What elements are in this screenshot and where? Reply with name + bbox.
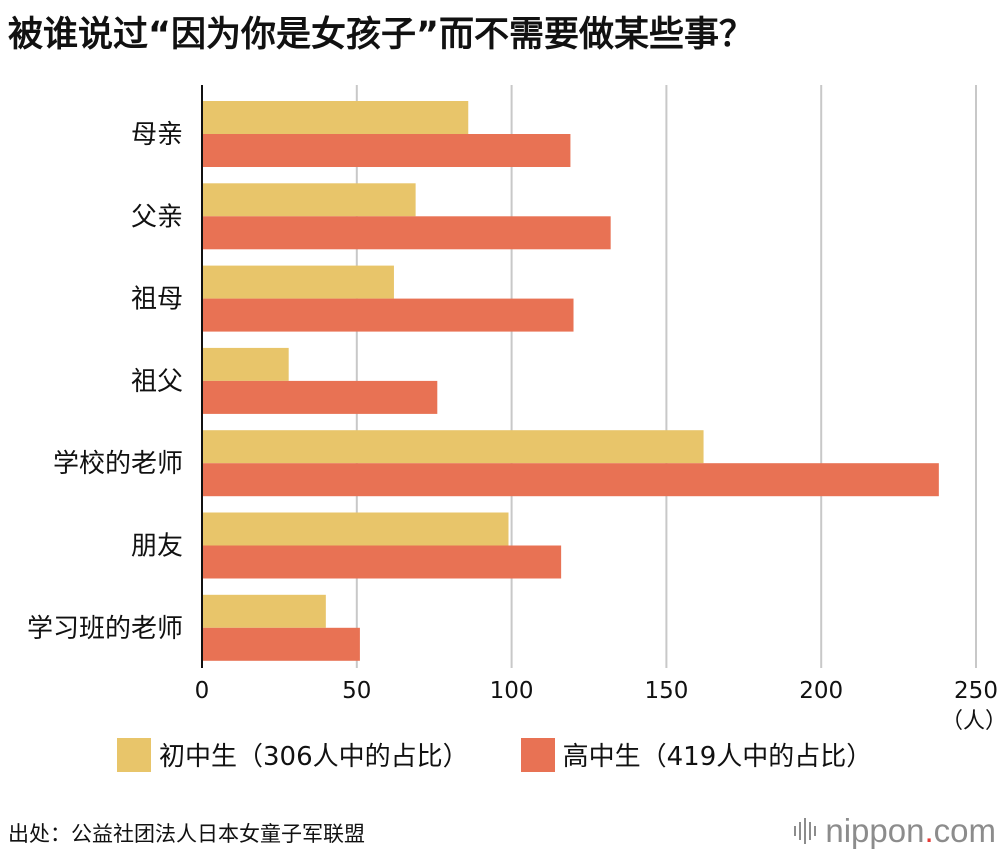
- source-note: 出处：公益社团法人日本女童子军联盟: [8, 822, 365, 846]
- x-tick-label: 100: [490, 678, 534, 704]
- nippon-logo: nippon. com: [794, 812, 996, 850]
- logo-dot: .: [924, 812, 934, 849]
- category-label: 学校的老师: [53, 449, 183, 479]
- logo-tld: com: [933, 812, 996, 849]
- bar-junior-4: [202, 430, 704, 464]
- legend-label-senior: 高中生（419人中的占比）: [562, 742, 873, 772]
- category-label: 朋友: [131, 532, 183, 562]
- bar-senior-4: [202, 463, 939, 497]
- legend-label-junior: 初中生（306人中的占比）: [159, 742, 469, 772]
- bar-junior-2: [202, 265, 394, 299]
- chart-title: 被谁说过“因为你是女孩子”而不需要做某些事？: [8, 15, 755, 55]
- x-tick-label: 250: [954, 678, 998, 704]
- bar-senior-2: [202, 298, 574, 332]
- category-label: 祖母: [131, 285, 183, 315]
- category-label: 学习班的老师: [27, 614, 183, 644]
- legend: 初中生（306人中的占比） 高中生（419人中的占比）: [117, 736, 924, 773]
- bars: [202, 101, 939, 661]
- bar-junior-6: [202, 594, 326, 628]
- x-tick-label: 200: [799, 678, 843, 704]
- grid-lines: [355, 85, 977, 668]
- category-label: 祖父: [131, 367, 183, 397]
- bar-senior-3: [202, 380, 438, 414]
- logo-bars-icon: [794, 816, 819, 846]
- legend-swatch-senior: [520, 737, 555, 772]
- bar-junior-5: [202, 512, 509, 546]
- category-label: 母亲: [131, 120, 183, 150]
- x-tick-label: 150: [644, 678, 688, 704]
- category-label: 父亲: [131, 202, 183, 232]
- legend-item-junior: 初中生（306人中的占比）: [117, 736, 469, 773]
- x-tick-label: 50: [342, 678, 371, 704]
- bar-junior-3: [202, 347, 289, 381]
- bar-junior-0: [202, 101, 469, 134]
- bar-senior-6: [202, 627, 360, 661]
- x-tick-label: 0: [195, 678, 210, 704]
- x-axis-unit: （人）: [941, 709, 1000, 734]
- legend-swatch-junior: [117, 737, 151, 772]
- bar-junior-1: [202, 183, 416, 217]
- bar-senior-1: [202, 216, 611, 250]
- x-axis-ticks: 0 50 100 150 200 250: [195, 678, 998, 704]
- logo-name: nippon: [825, 812, 925, 849]
- legend-item-senior: 高中生（419人中的占比）: [520, 736, 873, 773]
- bar-senior-0: [202, 134, 571, 167]
- bar-senior-5: [202, 545, 562, 579]
